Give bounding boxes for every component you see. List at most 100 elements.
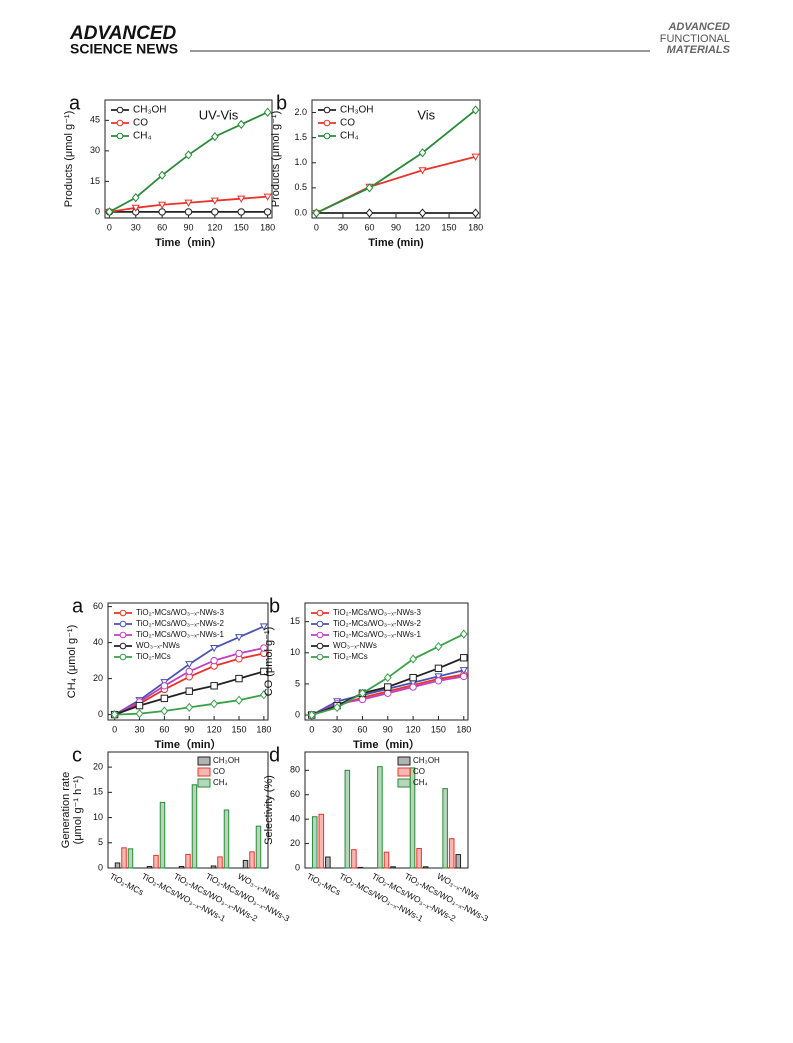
y-tick-label: 60	[290, 789, 300, 799]
point	[210, 656, 218, 665]
point	[418, 167, 427, 175]
y-tick-label: 0	[295, 862, 300, 872]
y-tick-label: 40	[93, 637, 103, 647]
x-tick-label: 90	[183, 222, 193, 232]
point	[185, 661, 194, 669]
y-tick-label: 10	[93, 812, 103, 822]
point	[365, 208, 374, 218]
point	[135, 709, 144, 719]
y-tick-label: 0.5	[294, 182, 307, 192]
y-tick-label: 20	[93, 673, 103, 683]
point	[110, 709, 119, 720]
plot-frame	[304, 602, 469, 721]
x-tick-label: TiO₂-MCs	[305, 871, 342, 897]
legend-swatch	[397, 778, 411, 788]
x-tick-label: 90	[391, 222, 401, 232]
bar	[153, 854, 159, 869]
y-tick-label: 0	[295, 709, 300, 719]
series-line	[316, 109, 477, 214]
x-tick-label: 120	[207, 222, 222, 232]
point	[459, 629, 468, 639]
bar	[377, 766, 383, 869]
y-tick-label: 10	[290, 647, 300, 657]
x-tick-label: 0	[314, 222, 319, 232]
y-axis-label: Products (μmol g⁻¹)	[270, 111, 282, 208]
point	[260, 690, 268, 700]
bar	[442, 788, 448, 869]
point	[237, 119, 246, 130]
x-tick-label: 150	[231, 724, 246, 734]
point	[210, 699, 218, 709]
point	[263, 193, 272, 201]
legend-marker	[119, 609, 127, 617]
legend-label: TiO₂-MCs/WO₃₋ₓ-NWs-2	[333, 619, 422, 628]
point	[211, 208, 219, 216]
plot-frame	[311, 99, 481, 219]
point	[312, 208, 321, 218]
legend-swatch	[197, 756, 211, 766]
point	[210, 644, 219, 653]
point	[211, 131, 219, 142]
x-tick-label: 60	[357, 724, 367, 734]
point	[418, 208, 427, 218]
bar	[383, 851, 390, 869]
point	[263, 107, 272, 117]
bar	[416, 847, 422, 869]
x-tick-label: 150	[442, 222, 457, 232]
bar	[311, 816, 318, 869]
x-axis-label: Time（min）	[353, 738, 420, 751]
legend-label: CH₄	[133, 131, 152, 142]
point	[185, 667, 193, 676]
x-tick-label: 0	[309, 724, 314, 734]
x-tick-label: 30	[332, 724, 342, 734]
plot-frame	[107, 602, 269, 721]
legend-marker	[116, 119, 124, 127]
point	[131, 193, 140, 203]
point	[184, 199, 193, 207]
legend-marker	[323, 132, 331, 140]
y-axis-label: Generation rate	[60, 772, 72, 848]
annotation: Vis	[417, 107, 435, 122]
legend-label: CH₃OH	[213, 756, 240, 765]
point	[434, 664, 443, 673]
x-tick-label: 30	[134, 724, 144, 734]
legend-swatch	[197, 767, 211, 777]
point	[210, 682, 218, 690]
bar	[390, 866, 396, 869]
bar	[344, 769, 351, 869]
annotation: UV-Vis	[199, 107, 239, 122]
point	[185, 687, 193, 695]
x-tick-label: 90	[184, 724, 194, 734]
legend-label: CO	[413, 767, 425, 776]
y-tick-label: 0	[98, 709, 103, 719]
legend-label: CH₄	[340, 131, 359, 142]
bar	[159, 801, 166, 869]
y-tick-label: 40	[290, 814, 300, 824]
point	[235, 674, 243, 683]
x-tick-label: 180	[468, 222, 483, 232]
point	[471, 105, 480, 115]
panel-label: b	[269, 595, 280, 617]
y-tick-label: 5	[98, 837, 103, 847]
y-tick-label: 0	[95, 206, 100, 216]
x-tick-label: 120	[207, 724, 222, 734]
point	[135, 701, 144, 710]
brand-top: ADVANCED	[69, 23, 177, 44]
y-tick-label: 15	[90, 176, 100, 186]
point	[384, 689, 392, 697]
legend-marker	[316, 609, 324, 617]
legend-label: CH₃OH	[133, 105, 167, 116]
bar	[318, 813, 325, 869]
point	[235, 695, 243, 705]
point	[158, 201, 167, 210]
y-tick-label: 60	[93, 601, 103, 611]
legend-label: TiO₂-MCs/WO₃₋ₓ-NWs-3	[333, 608, 422, 617]
legend-label: TiO₂-MCs/WO₃₋ₓ-NWs-1	[136, 630, 225, 639]
bar	[325, 856, 331, 869]
y-axis-label: CO (μmol g⁻¹)	[263, 627, 275, 697]
legend-marker	[119, 642, 127, 650]
bar	[242, 859, 249, 869]
legend-label: CH₃OH	[340, 105, 374, 116]
bar	[210, 865, 217, 869]
